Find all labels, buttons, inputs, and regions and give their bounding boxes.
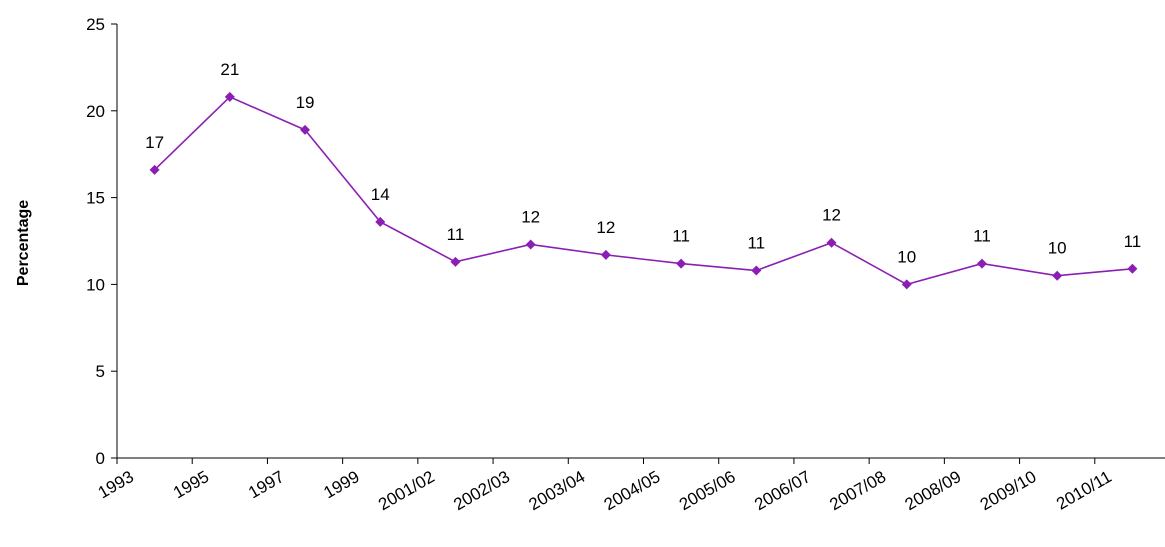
y-tick-label: 5	[96, 362, 105, 381]
data-point-marker	[300, 124, 311, 135]
data-point-marker	[1127, 263, 1138, 274]
x-tick-label: 1999	[320, 467, 362, 502]
data-label: 12	[521, 207, 540, 226]
data-label: 12	[822, 206, 841, 225]
x-tick-label: 2004/05	[601, 467, 664, 514]
data-point-marker	[901, 279, 912, 290]
x-tick-label: 2006/07	[751, 467, 814, 514]
x-tick-label: 2009/10	[977, 467, 1040, 514]
y-tick-label: 25	[86, 15, 105, 34]
x-tick-label: 2010/11	[1053, 467, 1115, 514]
x-tick-label: 2005/06	[676, 467, 739, 514]
data-label: 11	[973, 227, 991, 246]
data-point-marker	[224, 91, 235, 102]
y-tick-label: 10	[86, 275, 105, 294]
x-tick-label: 2003/04	[526, 467, 589, 514]
data-label: 11	[747, 234, 765, 253]
x-tick-label: 2007/08	[826, 467, 889, 514]
data-point-marker	[676, 258, 687, 269]
y-tick-label: 20	[86, 102, 105, 121]
data-label: 17	[145, 133, 164, 152]
data-point-marker	[1052, 270, 1063, 281]
data-label: 11	[672, 227, 690, 246]
data-label: 10	[897, 247, 916, 266]
data-point-marker	[525, 239, 536, 250]
x-axis: 1993 1995 1997 1999 2001/02 2002/03 2003/04 200…	[95, 457, 1165, 514]
data-label: 19	[296, 93, 315, 112]
y-axis: 0 5 10 15 20 25	[86, 15, 118, 468]
data-point-marker	[375, 216, 386, 227]
y-tick-label: 0	[96, 449, 105, 468]
series-line	[154, 95, 1133, 286]
data-point-marker	[600, 249, 611, 260]
data-label: 14	[371, 185, 390, 204]
y-tick-label: 15	[86, 189, 105, 208]
data-point-marker	[976, 258, 987, 269]
data-label: 12	[596, 218, 615, 237]
data-point-marker	[450, 256, 461, 267]
x-tick-label: 2002/03	[450, 467, 513, 514]
data-label: 11	[1124, 232, 1142, 251]
data-label: 21	[220, 60, 239, 79]
data-point-marker	[751, 265, 762, 276]
x-tick-label: 2001/02	[375, 467, 438, 514]
x-tick-label: 2008/09	[902, 467, 965, 514]
x-tick-label: 1995	[170, 467, 212, 502]
data-point-marker	[826, 237, 837, 248]
data-label: 10	[1048, 239, 1067, 258]
x-tick-label: 1997	[245, 467, 287, 502]
x-tick-label: 1993	[95, 467, 137, 502]
data-label: 11	[447, 225, 465, 244]
data-point-marker	[149, 164, 160, 175]
y-axis-title: Percentage	[15, 200, 32, 286]
data-series: 17 21 19 14 11 12 12 11 11 12 10 11 10 11	[145, 60, 1142, 290]
